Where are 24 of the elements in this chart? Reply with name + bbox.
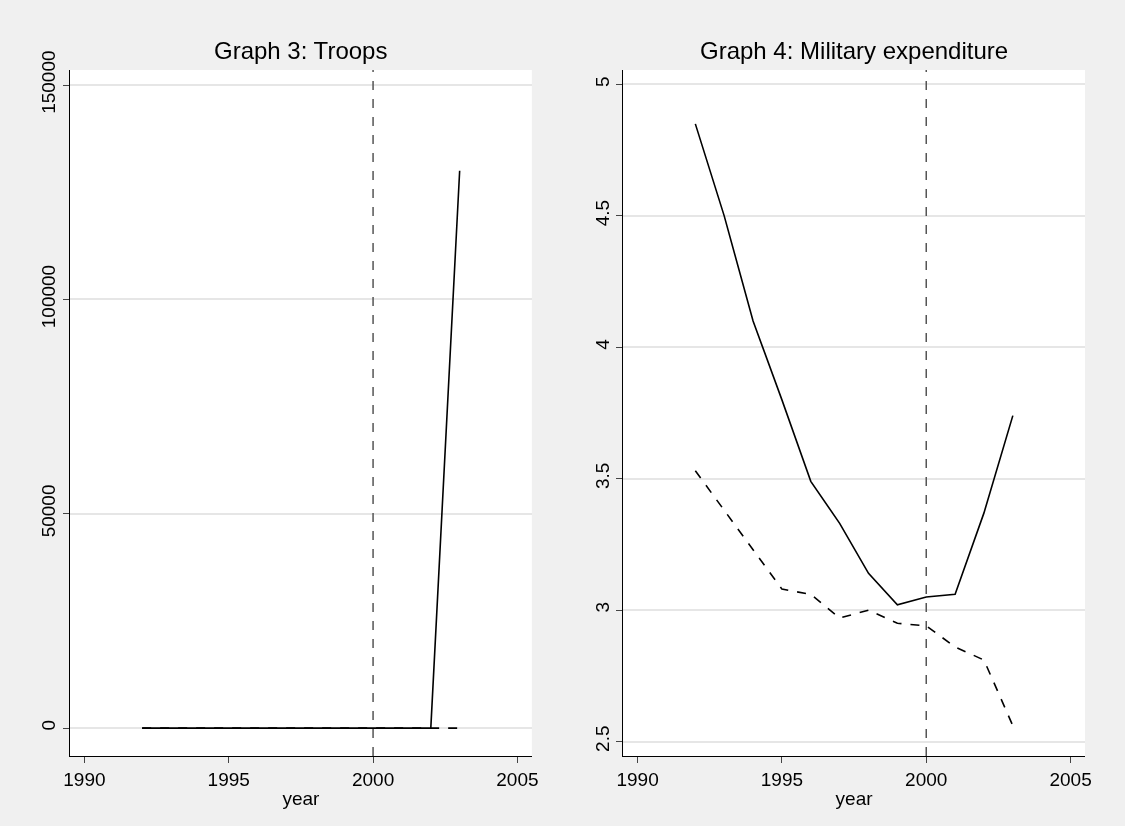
x-tick-label: 1990 — [616, 768, 659, 790]
x-tick-label: 2000 — [905, 768, 948, 790]
y-tick-label: 0 — [38, 719, 60, 731]
chart-title: Graph 4: Military expenditure — [700, 37, 1009, 64]
x-tick-label: 1995 — [207, 768, 250, 790]
y-tick-label: 5 — [591, 76, 613, 87]
x-axis-title: year — [835, 787, 874, 809]
x-tick-label: 1995 — [760, 768, 804, 790]
y-tick-label: 50000 — [38, 484, 60, 538]
x-tick-label: 1990 — [63, 768, 106, 790]
y-tick-label: 3 — [591, 601, 613, 613]
y-tick-label: 3.5 — [591, 462, 613, 490]
y-tick-label: 2.5 — [591, 725, 613, 752]
x-tick-label: 2005 — [1049, 768, 1092, 790]
y-tick-label: 4 — [591, 338, 613, 350]
y-tick-label: 150000 — [38, 50, 60, 114]
line-series — [694, 123, 1014, 606]
line-series — [694, 470, 1014, 727]
y-tick-label: 100000 — [38, 264, 60, 329]
y-tick-label: 4.5 — [591, 199, 613, 227]
x-axis-title: year — [282, 787, 321, 809]
x-tick-label: 2000 — [351, 768, 395, 790]
x-tick-label: 2005 — [496, 768, 539, 790]
chart-title: Graph 3: Troops — [214, 37, 388, 64]
